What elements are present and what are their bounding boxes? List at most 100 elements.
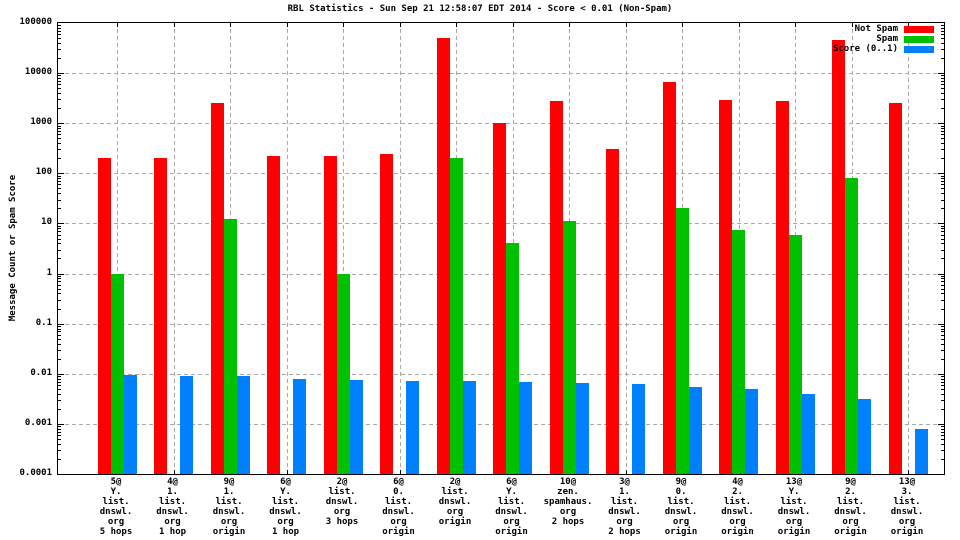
y-tick-label: 10: [41, 217, 52, 228]
chart-title: RBL Statistics - Sun Sep 21 12:58:07 EDT…: [287, 4, 673, 14]
x-tick-label: 4@ 1. list. dnswl. org 1 hop: [156, 477, 189, 537]
y-minor-tick: [58, 30, 61, 32]
y-minor-tick: [941, 358, 944, 360]
x-tick: [739, 23, 740, 27]
x-tick: [513, 23, 514, 27]
not-spam-bar: [889, 103, 902, 474]
x-gridline: [400, 23, 401, 474]
y-minor-tick: [941, 30, 944, 32]
x-tick: [456, 23, 457, 27]
y-minor-tick: [941, 199, 944, 201]
y-minor-tick: [941, 188, 944, 190]
spam-bar: [789, 234, 802, 474]
x-tick: [852, 23, 853, 27]
spam-bar: [732, 229, 745, 474]
score-0-1-bar: [293, 379, 306, 474]
y-minor-tick: [58, 331, 61, 333]
x-tick: [230, 23, 231, 27]
y-minor-tick: [941, 181, 944, 183]
y-minor-tick: [941, 376, 944, 378]
y-minor-tick: [941, 281, 944, 283]
y-tick-label: 1: [46, 267, 52, 278]
y-minor-tick: [941, 408, 944, 410]
y-minor-tick: [941, 84, 944, 86]
y-minor-tick: [941, 334, 944, 336]
y-minor-tick: [58, 77, 61, 79]
y-tick-label: 100000: [19, 17, 52, 27]
y-minor-tick: [58, 231, 61, 233]
y-minor-tick: [58, 328, 61, 330]
y-minor-tick: [941, 435, 944, 436]
y-minor-tick: [941, 138, 944, 140]
x-gridline: [908, 23, 909, 474]
y-minor-tick: [941, 438, 944, 440]
x-tick-label: 4@ 2. list. dnswl. org origin: [721, 477, 754, 537]
y-minor-tick: [58, 80, 61, 82]
score-0-1-bar: [237, 376, 250, 474]
y-minor-tick: [58, 188, 61, 190]
y-major-tick: [58, 223, 64, 225]
y-minor-tick: [58, 343, 61, 345]
y-minor-tick: [941, 378, 944, 380]
y-minor-tick: [58, 438, 61, 440]
y-minor-tick: [941, 458, 944, 460]
x-tick: [287, 23, 288, 27]
not-spam-bar: [98, 158, 111, 474]
x-tick-label: 2@ list. dnswl. org origin: [438, 477, 472, 527]
x-tick-label: 6@ Y. list. dnswl. org 1 hop: [269, 477, 302, 537]
y-major-tick: [58, 123, 64, 125]
y-minor-tick: [941, 75, 944, 77]
y-minor-tick: [941, 325, 944, 327]
y-minor-tick: [58, 243, 61, 245]
y-major-tick: [938, 223, 944, 225]
y-minor-tick: [58, 238, 61, 240]
y-axis-title: Message Count or Spam Score: [8, 174, 18, 322]
x-tick: [117, 23, 118, 27]
y-minor-tick: [58, 138, 61, 140]
y-tick-label: 100: [35, 167, 52, 178]
score-0-1-bar: [350, 379, 363, 474]
spam-bar: [676, 208, 689, 474]
x-tick: [569, 23, 570, 27]
spam-bar: [337, 273, 350, 474]
y-major-tick: [938, 423, 944, 425]
not-spam-bar: [663, 82, 676, 474]
x-tick-label: 13@ Y. list. dnswl. org origin: [777, 477, 811, 537]
score-0-1-bar: [689, 386, 702, 474]
y-minor-tick: [58, 393, 61, 395]
y-minor-tick: [941, 278, 944, 280]
y-minor-tick: [58, 258, 61, 260]
spam-bar: [224, 219, 237, 474]
y-minor-tick: [58, 428, 61, 430]
y-major-tick: [58, 323, 64, 325]
x-tick-label: 9@ 1. list. dnswl. org origin: [212, 477, 246, 537]
legend: Not Spam Spam Score (0..1): [833, 24, 934, 54]
legend-swatch: [904, 35, 934, 43]
x-tick-label: 9@ 0. list. dnswl. org origin: [664, 477, 698, 537]
y-minor-tick: [58, 249, 61, 251]
y-major-tick: [58, 273, 64, 275]
x-tick: [400, 470, 401, 474]
x-tick: [400, 23, 401, 27]
y-minor-tick: [941, 393, 944, 395]
not-spam-bar: [719, 100, 732, 474]
y-major-tick: [938, 123, 944, 125]
y-minor-tick: [58, 435, 61, 436]
y-minor-tick: [941, 125, 944, 127]
y-minor-tick: [941, 38, 944, 40]
y-minor-tick: [941, 331, 944, 333]
score-0-1-bar: [576, 382, 589, 474]
y-minor-tick: [58, 426, 61, 428]
legend-label: Spam: [876, 34, 898, 44]
y-minor-tick: [58, 431, 61, 433]
y-minor-tick: [941, 231, 944, 233]
y-minor-tick: [941, 399, 944, 401]
not-spam-bar: [493, 123, 506, 474]
score-0-1-bar: [463, 380, 476, 474]
y-minor-tick: [58, 325, 61, 327]
y-minor-tick: [58, 299, 61, 301]
y-minor-tick: [58, 193, 61, 195]
y-gridline: [58, 73, 944, 75]
y-minor-tick: [941, 149, 944, 151]
y-minor-tick: [58, 278, 61, 280]
